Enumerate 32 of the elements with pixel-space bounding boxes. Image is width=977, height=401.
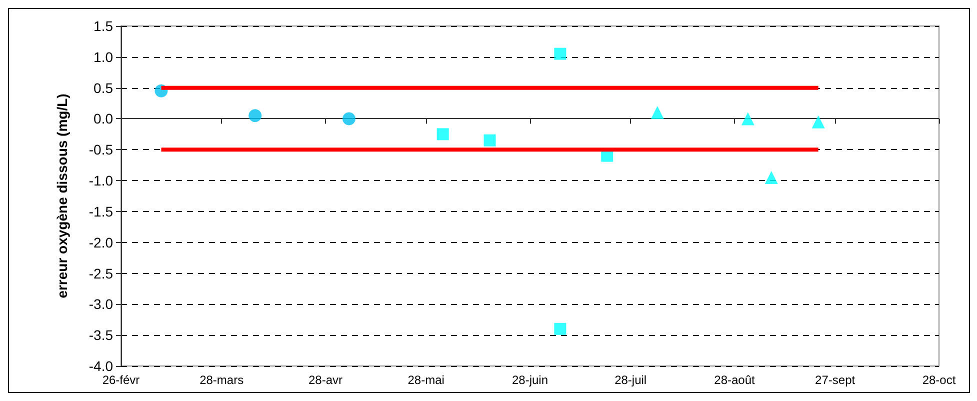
- point: [248, 109, 262, 122]
- x-tick-label: 27-sept: [815, 373, 856, 387]
- x-tick-label: 26-févr: [102, 373, 140, 387]
- point: [812, 115, 825, 128]
- y-tick-label: -4.0: [88, 358, 114, 374]
- x-tick-label: 28-mai: [408, 373, 444, 387]
- x-tick-label: 28-mars: [200, 373, 244, 387]
- y-tick-label: -3.5: [88, 327, 114, 344]
- y-axis-title: erreur oxygène dissous (mg/L): [54, 94, 70, 298]
- point: [342, 112, 356, 126]
- y-tick-label: -2.0: [88, 234, 114, 250]
- point: [554, 48, 566, 60]
- x-tick-label: 28-oct: [922, 373, 956, 387]
- x-tick-label: 28-juin: [512, 373, 548, 387]
- point: [436, 128, 449, 140]
- x-tick-label: 28-juil: [614, 373, 647, 387]
- y-tick-label: -1.0: [88, 172, 114, 189]
- point: [484, 134, 496, 146]
- y-tick-label: -1.5: [88, 203, 114, 220]
- point: [650, 106, 664, 120]
- x-tick-label: 28-avr: [308, 373, 343, 387]
- y-tick-label: 1.0: [94, 48, 114, 65]
- y-tick-label: -0.5: [88, 142, 114, 158]
- y-tick-label: -3.0: [88, 296, 114, 312]
- y-tick-label: 1.5: [94, 18, 114, 34]
- point: [764, 170, 778, 184]
- point: [741, 112, 754, 126]
- x-tick-label: 28-août: [714, 373, 756, 387]
- y-tick-label: 0.0: [94, 110, 114, 127]
- y-tick-label: -2.5: [88, 265, 114, 282]
- point: [554, 322, 566, 335]
- y-tick-label: 0.5: [94, 80, 114, 96]
